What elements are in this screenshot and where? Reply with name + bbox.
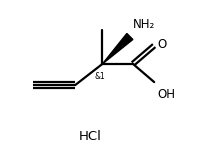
Polygon shape: [102, 33, 132, 64]
Text: &1: &1: [94, 72, 104, 81]
Text: OH: OH: [156, 88, 174, 101]
Text: HCl: HCl: [79, 130, 101, 143]
Text: NH₂: NH₂: [132, 18, 154, 31]
Text: O: O: [156, 38, 166, 51]
